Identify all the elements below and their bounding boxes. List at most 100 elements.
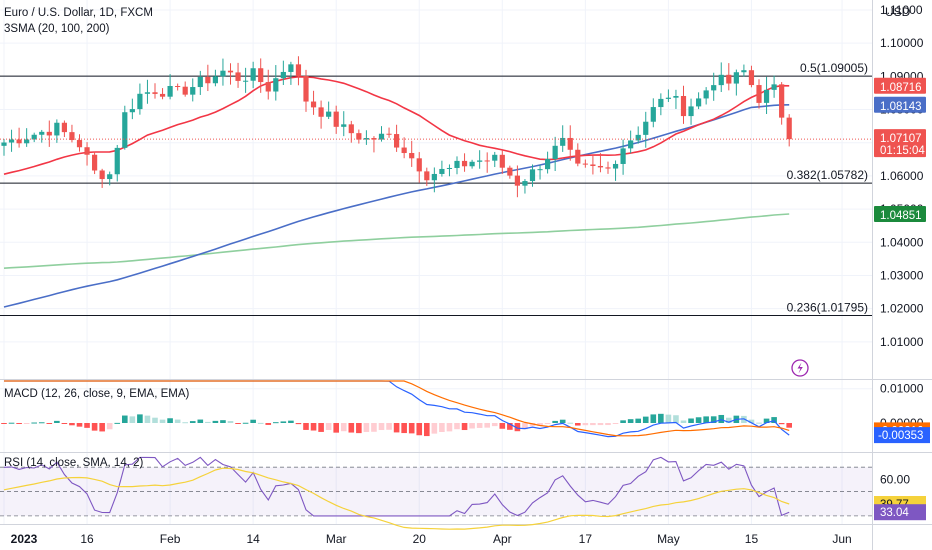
candle-body bbox=[227, 70, 234, 73]
macd-histogram-bar bbox=[265, 423, 272, 425]
candle-body bbox=[122, 112, 128, 148]
macd-histogram-bar bbox=[273, 422, 279, 424]
macd-histogram-bar bbox=[575, 423, 581, 426]
macd-histogram-bar bbox=[537, 423, 543, 427]
candle-body bbox=[711, 85, 717, 91]
time-tick-label: 17 bbox=[579, 532, 593, 546]
sma-20-badge: 1.08716 bbox=[874, 77, 926, 94]
macd-histogram-bar bbox=[703, 416, 709, 423]
candle-body bbox=[514, 175, 520, 186]
time-tick-label: Apr bbox=[493, 532, 512, 546]
macd-histogram-bar bbox=[325, 423, 332, 430]
macd-histogram-bar bbox=[182, 422, 188, 424]
macd-histogram-bar bbox=[748, 419, 755, 423]
macd-histogram-bar bbox=[507, 423, 513, 430]
candle-body bbox=[439, 168, 445, 174]
macd-legend[interactable]: MACD (12, 26, close, 9, EMA, EMA) bbox=[4, 388, 190, 400]
macd-histogram-bar bbox=[61, 423, 68, 424]
symbol-title[interactable]: Euro / U.S. Dollar, 1D, FXCM bbox=[4, 7, 153, 19]
candle-body bbox=[748, 70, 755, 86]
rsi-legend[interactable]: RSI (14, close, SMA, 14, 2) bbox=[4, 457, 144, 469]
macd-histogram-bar bbox=[605, 423, 611, 426]
macd-histogram-bar bbox=[99, 423, 105, 432]
rsi-badge-bg bbox=[874, 504, 926, 521]
candle-body bbox=[144, 92, 151, 94]
candle-body bbox=[129, 109, 135, 113]
rsi-ma-line bbox=[3, 467, 790, 530]
macd-histogram-bar bbox=[280, 421, 287, 423]
macd-histogram-bar bbox=[439, 423, 445, 433]
sma-legend[interactable]: 3SMA (20, 100, 200) bbox=[4, 23, 110, 35]
macd-histogram-bar bbox=[446, 423, 453, 432]
macd-histogram-bar bbox=[371, 423, 377, 432]
sma-20-line bbox=[3, 75, 790, 175]
candle-body bbox=[333, 111, 339, 127]
candle-body bbox=[431, 173, 437, 181]
grid-lines bbox=[0, 0, 872, 524]
candle-body bbox=[341, 124, 347, 127]
candle-body bbox=[92, 154, 98, 171]
candle-body bbox=[175, 86, 181, 88]
candle-body bbox=[424, 171, 430, 181]
macd-histogram-bar bbox=[106, 423, 113, 430]
fibonacci-levels[interactable]: 0.5(1.09005) 0.382(1.05782) 0.236(1.01795) bbox=[0, 61, 872, 316]
candle-body bbox=[696, 98, 702, 107]
macd-histogram-bar bbox=[356, 423, 362, 434]
candle-body bbox=[235, 72, 241, 81]
price-tick-label: 1.03000 bbox=[880, 268, 924, 282]
candle-body bbox=[507, 167, 513, 176]
macd-histogram-bar bbox=[756, 422, 762, 424]
macd-histogram-bar bbox=[250, 419, 256, 423]
candle-body bbox=[197, 76, 203, 88]
sma-20-badge-text: 1.08716 bbox=[880, 82, 922, 94]
macd-histogram-bar bbox=[499, 423, 506, 429]
candle-body bbox=[401, 147, 407, 154]
macd-histogram-bar bbox=[303, 423, 309, 430]
macd-histogram-bar bbox=[242, 422, 249, 424]
candle-body bbox=[318, 107, 324, 117]
macd-histogram-bar bbox=[257, 422, 264, 424]
sma-100-line bbox=[3, 104, 790, 308]
lightning-icon[interactable] bbox=[791, 359, 809, 377]
candle-body bbox=[529, 169, 536, 182]
last-price-badge-bg bbox=[874, 129, 926, 158]
macd-histogram-bar bbox=[514, 423, 521, 432]
macd-histogram-bar bbox=[680, 420, 687, 423]
candle-body bbox=[24, 139, 30, 144]
candle-body bbox=[280, 71, 286, 79]
candle-body bbox=[243, 80, 249, 82]
candle-body bbox=[703, 90, 709, 99]
macd-histogram-bar bbox=[424, 423, 430, 437]
price-axis[interactable]: 1.110001.100001.090001.080001.070001.060… bbox=[880, 3, 924, 349]
candle-body bbox=[590, 164, 596, 166]
macd-histogram-bar bbox=[69, 423, 75, 426]
macd-histogram-bar bbox=[597, 423, 604, 426]
macd-tick-label: 0.01000 bbox=[880, 382, 924, 396]
macd-histogram-bar bbox=[416, 423, 423, 436]
candle-body bbox=[756, 85, 762, 103]
candle-body bbox=[469, 161, 475, 167]
macd-histogram-bar bbox=[552, 420, 558, 423]
macd-histogram-bar bbox=[673, 415, 679, 423]
candle-body bbox=[522, 181, 528, 186]
candle-body bbox=[643, 121, 649, 135]
candle-body bbox=[394, 134, 400, 148]
macd-histogram-bar bbox=[235, 423, 241, 424]
price-tick-label: 1.01000 bbox=[880, 335, 924, 349]
candle-body bbox=[771, 84, 777, 90]
macd-histogram-bar bbox=[620, 420, 626, 423]
macd-histogram-bar bbox=[491, 423, 498, 427]
macd-histogram-bar bbox=[220, 420, 226, 423]
macd-histogram-bar bbox=[469, 423, 475, 429]
candle-body bbox=[310, 101, 317, 108]
macd-badge-text: -0.00353 bbox=[878, 430, 923, 442]
candle-body bbox=[492, 154, 498, 161]
candle-body bbox=[8, 139, 15, 143]
time-axis[interactable]: 2023 16 Feb 14 Mar 20 Apr 17 May 15 Jun bbox=[11, 532, 852, 546]
macd-histogram-bar bbox=[726, 417, 732, 423]
currency-label: USD bbox=[885, 5, 911, 19]
candle-body bbox=[779, 84, 785, 118]
time-tick-label: Jun bbox=[832, 532, 851, 546]
